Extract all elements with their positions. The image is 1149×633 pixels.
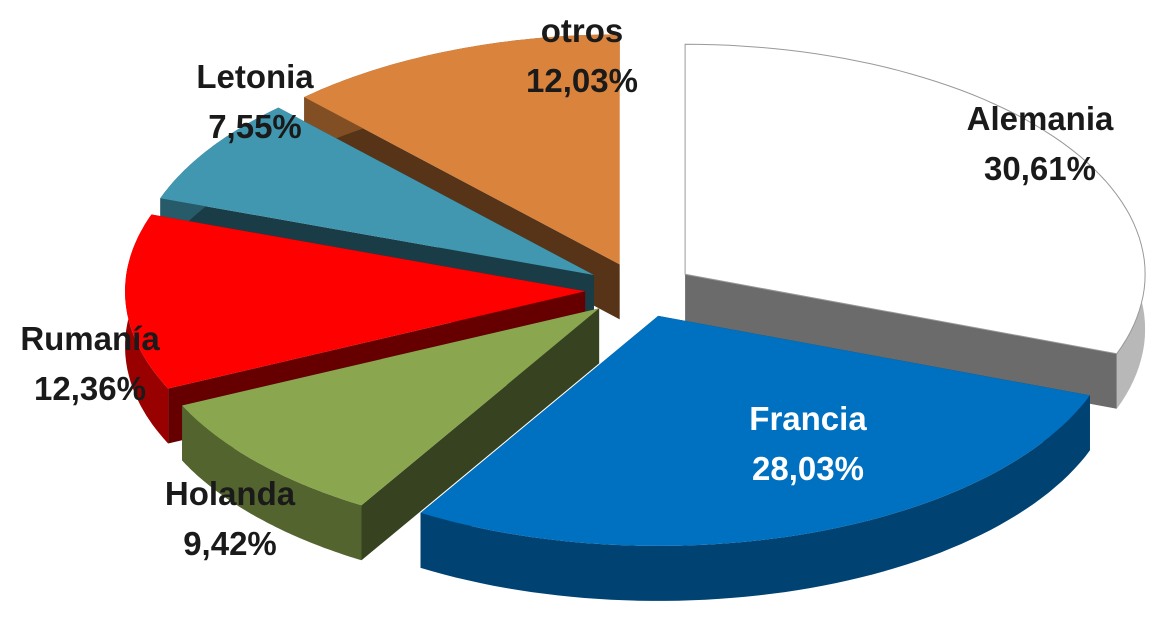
category-label: Francia: [749, 400, 867, 437]
slice: [182, 308, 600, 561]
slice-top: [160, 107, 594, 275]
slice-outer-wall: [182, 405, 362, 561]
slice-radial-wall: [685, 274, 1117, 409]
value-label: 12,03%: [526, 62, 638, 99]
slice-top: [304, 34, 620, 265]
data-label: Letonia 7,55%: [196, 58, 314, 145]
data-label: Holanda 9,42%: [165, 475, 296, 562]
value-label: 7,55%: [208, 108, 302, 145]
slice-top: [125, 214, 586, 389]
data-label: otros 12,03%: [526, 12, 638, 99]
slice: [420, 315, 1090, 601]
category-label: otros: [541, 12, 624, 49]
data-label: Francia 28,03%: [749, 400, 867, 487]
data-label: Rumanía 12,36%: [20, 320, 160, 407]
value-label: 12,36%: [34, 370, 146, 407]
category-label: Letonia: [196, 58, 314, 95]
slice-top: [684, 43, 1146, 355]
data-label: Alemania 30,61%: [967, 100, 1114, 187]
category-label: Alemania: [967, 100, 1114, 137]
category-label: Rumanía: [20, 320, 160, 357]
value-label: 28,03%: [752, 450, 864, 487]
value-label: 30,61%: [984, 150, 1096, 187]
slice: [684, 43, 1146, 409]
slice-top: [182, 308, 600, 506]
slice-outer-wall: [420, 395, 1090, 601]
value-label: 9,42%: [183, 525, 277, 562]
category-label: Holanda: [165, 475, 296, 512]
slice-top: [420, 315, 1090, 546]
